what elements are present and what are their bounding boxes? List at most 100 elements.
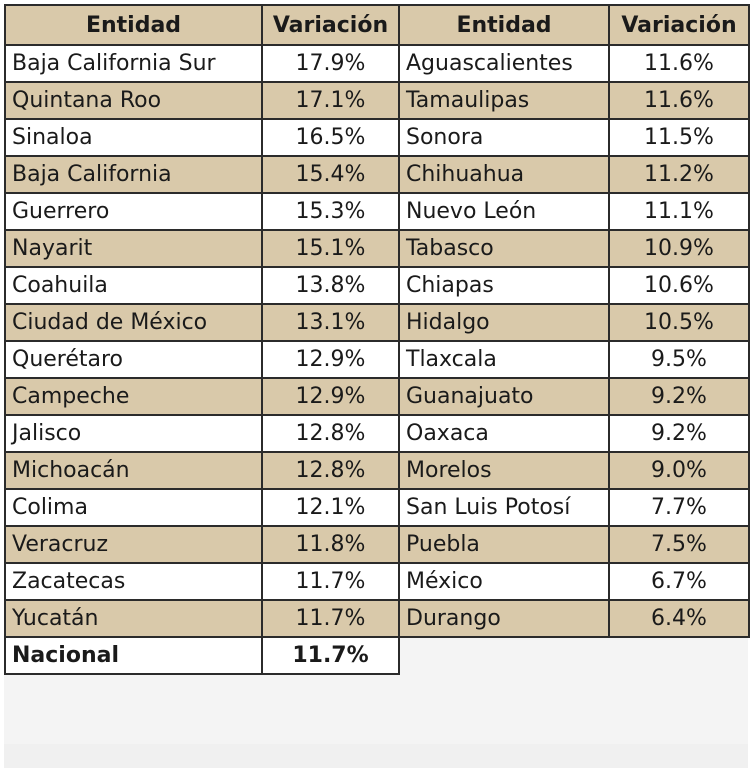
entity-cell: Morelos [398, 451, 610, 490]
entity-cell: Aguascalientes [398, 44, 610, 83]
table-row: Durango 6.4% [398, 599, 750, 638]
entity-cell: Zacatecas [4, 562, 263, 601]
entity-cell: Colima [4, 488, 263, 527]
table-row: Zacatecas 11.7% [4, 562, 400, 601]
entity-column-header: Entidad [398, 4, 610, 46]
variation-column-header: Variación [261, 4, 400, 46]
table-row: Quintana Roo 17.1% [4, 81, 400, 120]
table-row: San Luis Potosí 7.7% [398, 488, 750, 527]
variation-cell: 11.7% [261, 562, 400, 601]
entity-cell: Puebla [398, 525, 610, 564]
table-header-row: Entidad Variación [398, 4, 750, 46]
table-row: Hidalgo 10.5% [398, 303, 750, 342]
variation-cell: 9.0% [608, 451, 750, 490]
table-row: Querétaro 12.9% [4, 340, 400, 379]
entity-cell: Tamaulipas [398, 81, 610, 120]
table-row: Tlaxcala 9.5% [398, 340, 750, 379]
entity-cell: Ciudad de México [4, 303, 263, 342]
variation-cell: 15.4% [261, 155, 400, 194]
entity-cell: Quintana Roo [4, 81, 263, 120]
variation-cell: 10.9% [608, 229, 750, 268]
entity-cell: Tabasco [398, 229, 610, 268]
variation-cell: 6.4% [608, 599, 750, 638]
entity-cell: Baja California Sur [4, 44, 263, 83]
table-row: Coahuila 13.8% [4, 266, 400, 305]
entity-cell: Veracruz [4, 525, 263, 564]
variation-table-left: Entidad Variación Baja California Sur 17.… [4, 4, 400, 675]
variation-column-header: Variación [608, 4, 750, 46]
entity-cell: Guanajuato [398, 377, 610, 416]
variation-cell: 11.6% [608, 44, 750, 83]
variation-cell: 17.1% [261, 81, 400, 120]
variation-table-right: Entidad Variación Aguascalientes 11.6% Tam… [398, 4, 750, 638]
table-row: Puebla 7.5% [398, 525, 750, 564]
entity-cell: Nuevo León [398, 192, 610, 231]
table-row: Baja California 15.4% [4, 155, 400, 194]
national-total-row: Nacional 11.7% [4, 636, 400, 675]
variation-cell: 12.1% [261, 488, 400, 527]
variation-cell: 15.3% [261, 192, 400, 231]
entity-cell: Sonora [398, 118, 610, 157]
entity-cell: Nayarit [4, 229, 263, 268]
right-table-body: Aguascalientes 11.6% Tamaulipas 11.6% Sonora… [398, 44, 750, 638]
variation-cell: 10.6% [608, 266, 750, 305]
variation-cell: 7.5% [608, 525, 750, 564]
table-row: Veracruz 11.8% [4, 525, 400, 564]
table-row: Jalisco 12.8% [4, 414, 400, 453]
entity-cell: Jalisco [4, 414, 263, 453]
entity-cell: San Luis Potosí [398, 488, 610, 527]
table-row: Morelos 9.0% [398, 451, 750, 490]
table-row: Oaxaca 9.2% [398, 414, 750, 453]
variation-cell: 10.5% [608, 303, 750, 342]
variation-cell: 6.7% [608, 562, 750, 601]
variation-cell: 11.5% [608, 118, 750, 157]
entity-cell: Baja California [4, 155, 263, 194]
variation-cell: 11.8% [261, 525, 400, 564]
table-row: Nuevo León 11.1% [398, 192, 750, 231]
entity-cell: Chihuahua [398, 155, 610, 194]
variation-cell: 16.5% [261, 118, 400, 157]
left-table-body: Baja California Sur 17.9% Quintana Roo 17.1… [4, 44, 400, 675]
table-row: Sonora 11.5% [398, 118, 750, 157]
variation-cell: 12.8% [261, 414, 400, 453]
variation-cell: 9.5% [608, 340, 750, 379]
variation-cell: 9.2% [608, 414, 750, 453]
bottom-margin [4, 744, 748, 768]
document-page: Entidad Variación Baja California Sur 17.… [4, 4, 750, 768]
entity-cell: Tlaxcala [398, 340, 610, 379]
table-row: Tamaulipas 11.6% [398, 81, 750, 120]
entity-cell: Guerrero [4, 192, 263, 231]
entity-cell: Coahuila [4, 266, 263, 305]
table-row: Chiapas 10.6% [398, 266, 750, 305]
table-row: Sinaloa 16.5% [4, 118, 400, 157]
table-row: Guerrero 15.3% [4, 192, 400, 231]
entity-cell: México [398, 562, 610, 601]
table-row: Aguascalientes 11.6% [398, 44, 750, 83]
variation-cell: 12.9% [261, 340, 400, 379]
table-row: Chihuahua 11.2% [398, 155, 750, 194]
entity-cell: Michoacán [4, 451, 263, 490]
table-row: Nayarit 15.1% [4, 229, 400, 268]
table-row: Michoacán 12.8% [4, 451, 400, 490]
entity-cell: Campeche [4, 377, 263, 416]
entity-column-header: Entidad [4, 4, 263, 46]
entity-cell: Oaxaca [398, 414, 610, 453]
variation-cell: 7.7% [608, 488, 750, 527]
table-row: Ciudad de México 13.1% [4, 303, 400, 342]
table-row: Guanajuato 9.2% [398, 377, 750, 416]
table-row: Yucatán 11.7% [4, 599, 400, 638]
variation-cell: 11.6% [608, 81, 750, 120]
entity-cell: Hidalgo [398, 303, 610, 342]
variation-cell: 11.1% [608, 192, 750, 231]
variation-cell: 12.9% [261, 377, 400, 416]
entity-cell: Chiapas [398, 266, 610, 305]
variation-cell: 17.9% [261, 44, 400, 83]
entity-cell: Querétaro [4, 340, 263, 379]
table-row: Baja California Sur 17.9% [4, 44, 400, 83]
variation-cell: 15.1% [261, 229, 400, 268]
entity-cell: Durango [398, 599, 610, 638]
national-entity-cell: Nacional [4, 636, 263, 675]
table-row: Colima 12.1% [4, 488, 400, 527]
variation-cell: 11.2% [608, 155, 750, 194]
variation-cell: 12.8% [261, 451, 400, 490]
